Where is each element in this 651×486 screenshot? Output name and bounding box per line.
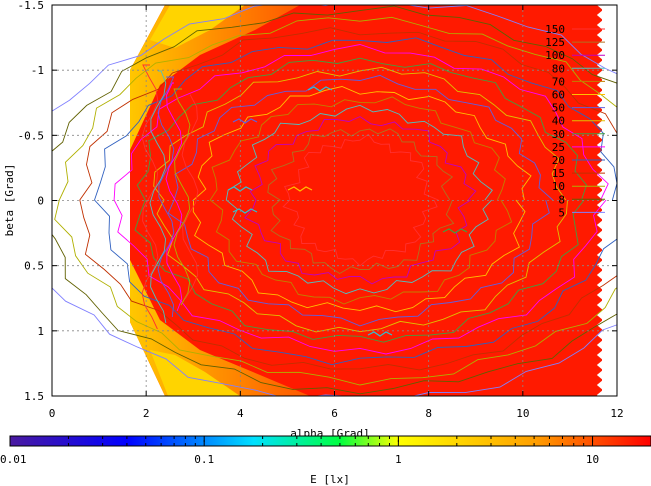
legend-label: 20	[552, 154, 565, 167]
y-tick-label: -1.5	[18, 0, 45, 12]
contour-line	[149, 70, 167, 324]
x-tick-label: 8	[425, 407, 432, 420]
contour-line	[225, 104, 493, 295]
contour-fragment	[307, 86, 333, 92]
x-tick-label: 10	[516, 407, 529, 420]
x-tick-label: 2	[143, 407, 150, 420]
legend-label: 25	[552, 141, 565, 154]
y-tick-label: 0.5	[24, 260, 44, 273]
legend-label: 5	[558, 206, 565, 219]
x-tick-label: 4	[237, 407, 244, 420]
heatmap-region-top-left-core	[150, 5, 245, 48]
colorbar-ticks: 0.01 0.1 1 10	[0, 436, 651, 466]
legend-label: 125	[545, 36, 565, 49]
contour-line	[134, 57, 588, 343]
heatmap-field	[52, 5, 617, 396]
legend-label: 70	[552, 75, 565, 88]
contour-line	[93, 37, 617, 366]
legend-label: 100	[545, 49, 565, 62]
contour-fragment	[287, 186, 313, 192]
legend-label: 30	[552, 128, 565, 141]
contour-fragment	[232, 208, 258, 214]
contour-line	[79, 27, 617, 371]
contour-line	[141, 64, 159, 330]
contour-line	[209, 96, 513, 305]
x-axis-ticks: 0 2 4 6 8 10 12	[49, 5, 624, 420]
legend-label: 15	[552, 167, 565, 180]
colorbar-tick-label: 0.01	[0, 453, 27, 466]
contour-line	[267, 128, 455, 275]
x-tick-label: 12	[610, 407, 623, 420]
colorbar-tick-label: 1	[395, 453, 402, 466]
y-tick-label: -0.5	[18, 129, 45, 142]
heatmap-region-bottom-left-core	[150, 350, 240, 396]
x-tick-label: 0	[49, 407, 56, 420]
legend-label: 10	[552, 180, 565, 193]
legend-label: 50	[552, 102, 565, 115]
contour-line	[113, 44, 609, 355]
contour-line	[54, 16, 617, 386]
colorbar-label: E [lx]	[310, 473, 350, 486]
contour-line	[52, 5, 617, 396]
contour-line	[153, 66, 568, 333]
colorbar	[9, 435, 651, 447]
contour-fragment	[232, 118, 258, 124]
contour-line	[165, 82, 183, 312]
contour-line	[157, 76, 175, 318]
contour-line	[192, 86, 532, 313]
y-axis-label: beta [Grad]	[3, 164, 16, 237]
y-tick-label: -1	[31, 64, 44, 77]
legend-label: 80	[552, 62, 565, 75]
contour-line	[173, 88, 191, 306]
contour-line	[282, 133, 439, 267]
colorbar-tick-label: 0.1	[194, 453, 214, 466]
contour-lines	[52, 5, 617, 396]
y-tick-label: 0	[37, 195, 44, 208]
grid-lines	[52, 5, 617, 396]
legend-label: 40	[552, 115, 565, 128]
colorbar-tick-label: 10	[586, 453, 599, 466]
contour-line	[244, 116, 477, 285]
y-tick-label: 1	[37, 325, 44, 338]
heatmap-region-red	[130, 5, 602, 396]
contour-line	[52, 5, 617, 395]
x-tick-label: 6	[331, 407, 338, 420]
legend-label: 150	[545, 23, 565, 36]
contour-fragment	[442, 228, 468, 234]
contour-line	[181, 94, 199, 300]
legend-label: 8	[558, 193, 565, 206]
legend-label: 60	[552, 89, 565, 102]
y-axis-ticks: -1.5 -1 -0.5 0 0.5 1 1.5	[18, 0, 617, 403]
contour-fragment	[367, 331, 393, 337]
y-tick-label: 1.5	[24, 390, 44, 403]
contour-line	[167, 74, 554, 327]
